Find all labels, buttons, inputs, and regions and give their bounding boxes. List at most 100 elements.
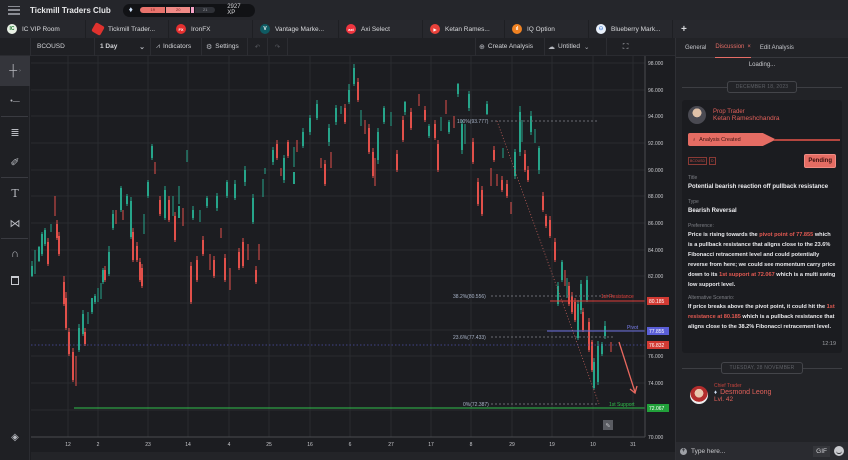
undo-button[interactable]: ↶ [248,37,268,56]
room-tab-ic-vip-room[interactable]: IC IC VIP Room [0,20,86,38]
crosshair-tool[interactable]: ┼ › [0,56,30,86]
avatar[interactable] [690,386,708,404]
blueberry-logo-icon: ⚇ [596,24,606,34]
author-name[interactable]: ♦ Desmond Leong [714,389,771,396]
tool-divider [1,116,28,117]
layers-tool[interactable]: ◈ [0,422,30,452]
emoji-icon[interactable] [834,446,844,456]
price-chart[interactable]: 100%(93.777) 38.2%(80.556) 23.6%(77.433)… [31,56,675,460]
price-tick: 96.000 [648,88,664,94]
layout-dropdown[interactable]: ☁ Untitled ⌄ [545,37,607,56]
trash-tool[interactable] [0,269,30,291]
author-name-text: Desmond Leong [720,389,772,396]
diamond-rank-icon: ♦ [714,390,718,396]
symbol-badge: BCOUSD [688,157,707,165]
timeframe-label: 1 Day [100,43,118,50]
analysis-title: Potential bearish reaction off pullback … [688,184,829,190]
brush-tool[interactable]: ✐ [0,147,30,177]
discussion-panel: General Discussion × Edit Analysis Loadi… [675,38,848,460]
room-tab-label: Ketan Rames... [445,25,490,33]
timeline-line [774,139,840,141]
time-axis: 12 2 23 14 4 25 16 6 27 17 8 29 19 10 31 [65,442,636,448]
avatar[interactable] [688,106,706,124]
fib-23-label: 23.6%(77.433) [453,335,486,341]
room-tab-label: Vantage Marke... [275,25,325,33]
time-tick: 2 [97,442,100,448]
gif-button[interactable]: GIF [813,445,830,457]
text-segment: which is a pullback resistance that alig… [688,232,836,278]
time-tick: 6 [349,442,352,448]
add-attachment-icon[interactable]: + [680,447,687,455]
loading-indicator: Loading... [748,62,776,68]
create-analysis-button[interactable]: ⊕ Create Analysis [475,37,545,56]
author-name[interactable]: Ketan Rameshchandra [713,114,780,122]
magnet-tool[interactable]: ∩ [0,239,30,269]
room-tab-iq-option[interactable]: ıl IQ Option [505,20,589,38]
room-tab-label: IC VIP Room [22,25,60,33]
type-label: Type [688,199,699,205]
magnet-icon: ∩ [11,248,19,260]
room-tab-ketan[interactable]: ▶ Ketan Rames... [423,20,505,38]
chevron-right-icon: › [19,68,21,74]
resistance-price-tag: 80.185 [649,299,665,305]
post-author[interactable]: Chief Trader ♦ Desmond Leong Lvl. 42 [690,383,848,404]
brush-icon: ✐ [10,156,20,169]
xp-progress[interactable]: ♦ 19 20 21 2927 XP [122,3,255,17]
trash-icon [11,275,19,285]
timeframe-dropdown[interactable]: 1 Day ⌄ [95,37,151,56]
text-segment: If price breaks above the pivot point, i… [688,304,827,310]
create-analysis-label: Create Analysis [487,43,534,50]
tab-discussion[interactable]: Discussion × [715,38,751,58]
price-tick: 90.000 [648,168,664,174]
indicators-button[interactable]: ⩘ Indicators [151,37,202,56]
text-tool[interactable]: T [0,178,30,208]
xp-progress-marker [191,7,195,13]
author-role: Prop Trader [713,108,745,115]
time-tick: 27 [388,442,394,448]
room-tab-ironfx[interactable]: FX IronFX [169,20,253,38]
pivot-price-tag: 77.855 [649,329,665,335]
drawing-toolbar: ┼ › •— ≣ ✐ T ⋈ ∩ ◈ [0,56,30,460]
time-tick: 16 [307,442,313,448]
fullscreen-button[interactable]: ⛶ [607,38,644,56]
tool-divider [1,238,28,239]
time-tick: 25 [266,442,272,448]
layers-icon: ◈ [11,431,19,443]
symbol-label: BCOUSD [37,43,65,50]
resistance-label: 1st Resistance [601,294,634,300]
chevron-down-icon: ⌄ [139,43,145,51]
room-tab-tickmill[interactable]: Tickmill Trader... [86,20,169,38]
status-badge[interactable]: Pending [804,154,836,168]
vantage-logo-icon: V [260,24,270,34]
horizontal-line-tool[interactable]: •— [0,86,30,116]
redo-button[interactable]: ↷ [268,37,288,56]
post-author[interactable]: Prop Trader Ketan Rameshchandra [688,106,836,124]
lightbulb-icon: ♁ [692,136,697,143]
xp-level-bar: 19 20 21 [140,7,216,13]
room-tab-blueberry[interactable]: ⚇ Blueberry Mark... [589,20,673,38]
add-tab-button[interactable]: + [681,23,687,35]
toolbar-spacer [0,37,31,56]
analysis-type: Bearish Reversal [688,208,737,214]
axi-logo-icon: axi [346,24,356,34]
xp-level-20: 20 [166,7,191,13]
symbol-selector[interactable]: BCOUSD [31,37,95,56]
message-input[interactable] [691,447,811,455]
tab-edit-analysis[interactable]: Edit Analysis [759,44,794,51]
tab-general[interactable]: General [685,44,707,51]
room-tab-label: Tickmill Trader... [108,25,156,33]
fibonacci-tool[interactable]: ≣ [0,117,30,147]
pattern-tool[interactable]: ⋈ [0,208,30,238]
message-composer: + GIF [676,442,848,460]
hamburger-menu-icon[interactable] [8,5,20,15]
room-tab-label: IronFX [191,25,211,33]
room-tab-axi-select[interactable]: axi Axi Select [339,20,423,38]
xp-value: 2927 XP [227,4,241,16]
chart-canvas[interactable]: 100%(93.777) 38.2%(80.556) 23.6%(77.433)… [31,56,675,460]
room-tab-vantage[interactable]: V Vantage Marke... [253,20,339,38]
settings-button[interactable]: ⚙ Settings [202,37,248,56]
idea-button[interactable] [603,420,613,430]
badge-row: BCOUSD D Pending [688,154,836,168]
author-level: Lvl. 42 [714,396,734,403]
close-icon[interactable]: × [747,44,751,50]
